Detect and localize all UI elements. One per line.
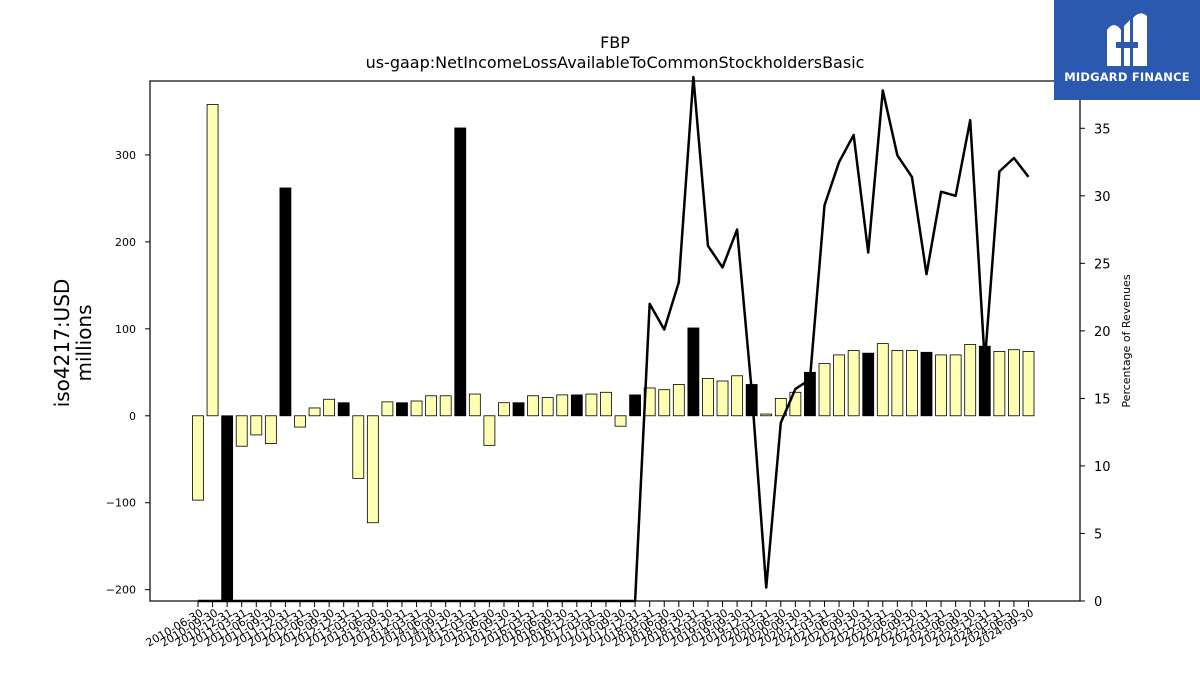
bar-2022-03-31 — [876, 343, 889, 417]
y-right-tick-label: 35 — [1094, 122, 1111, 137]
bar-2024-03-31 — [993, 351, 1006, 417]
bar-2023-09-30 — [964, 344, 977, 417]
bar-2011-06-30 — [250, 415, 263, 436]
bar-2019-06-30 — [716, 380, 729, 417]
bar-2015-12-31 — [512, 402, 525, 417]
bar-2021-09-30 — [847, 350, 860, 417]
bar-2014-06-30 — [425, 395, 438, 417]
chart-title: FBP — [600, 33, 630, 52]
bar-2012-06-30 — [308, 407, 321, 417]
bar-2023-06-30 — [949, 354, 962, 417]
bar-2019-09-30 — [731, 375, 743, 417]
bar-2017-09-30 — [614, 415, 627, 427]
y-tick-label: 100 — [115, 323, 136, 336]
bar-2010-12-31 — [221, 415, 234, 602]
bar-2010-06-30 — [192, 415, 204, 501]
bar-2017-03-31 — [585, 393, 598, 417]
midgard-logo-icon — [1107, 13, 1147, 66]
y-tick-label: 300 — [115, 149, 136, 162]
line-series — [198, 75, 1030, 603]
bar-2013-09-30 — [381, 401, 394, 417]
bar-2018-09-30 — [672, 384, 685, 417]
bar-2013-12-31 — [396, 402, 408, 417]
logo-text: MIDGARD FINANCE — [1064, 70, 1190, 84]
bar-2015-09-30 — [498, 402, 510, 417]
y-right-tick-label: 10 — [1094, 460, 1111, 475]
bar-2021-12-31 — [862, 352, 875, 417]
y-axis-right-label: Percentage of Revenues — [1120, 274, 1133, 407]
bar-2024-09-30 — [1022, 351, 1035, 417]
bar-2016-06-30 — [541, 397, 554, 417]
y-right-tick-label: 20 — [1094, 325, 1111, 340]
y-tick-label: 0 — [129, 410, 136, 423]
bar-2017-06-30 — [600, 391, 612, 417]
bar-2022-12-31 — [920, 351, 933, 417]
y-right-tick-label: 0 — [1094, 595, 1102, 610]
y-axis-label-line: iso4217:USD — [50, 279, 74, 408]
y-right-tick-label: 25 — [1094, 257, 1111, 272]
bar-2022-09-30 — [906, 350, 918, 417]
y-axis-right: 0 5 10 15 20 25 30 35 — [1080, 122, 1111, 610]
bar-2021-06-30 — [833, 354, 845, 417]
bar-2011-09-30 — [264, 415, 277, 445]
y-axis-label-line: millions — [72, 304, 96, 381]
x-axis: 2010-06-302010-09-302010-12-312011-03-31… — [144, 601, 1036, 650]
y-right-tick-label: 5 — [1094, 527, 1102, 542]
bar-2011-03-31 — [235, 415, 248, 447]
bar-2022-06-30 — [891, 350, 904, 417]
plot-frame — [149, 80, 1081, 602]
bar-2019-03-31 — [702, 377, 714, 417]
bar-2014-12-31 — [454, 127, 467, 417]
bar-2011-12-31 — [279, 187, 292, 417]
bar-2015-03-31 — [468, 393, 481, 417]
bar-2016-12-31 — [570, 394, 583, 417]
y-right-tick-label: 15 — [1094, 392, 1111, 407]
bar-2012-09-30 — [323, 398, 336, 417]
bar-series — [192, 104, 1035, 602]
bar-2013-03-31 — [352, 415, 365, 479]
y-axis-left: −200 −100 0 100 200 300 — [106, 149, 150, 597]
percentage-of-revenues-line — [198, 75, 1030, 603]
bar-2016-09-30 — [556, 394, 569, 417]
bar-2017-12-31 — [629, 394, 641, 417]
chart-subtitle: us-gaap:NetIncomeLossAvailableToCommonSt… — [366, 53, 865, 72]
bar-2016-03-31 — [527, 395, 540, 417]
y-tick-label: 200 — [115, 236, 136, 249]
bar-2021-03-31 — [818, 363, 831, 417]
y-tick-label: −200 — [106, 584, 136, 597]
bar-2012-12-31 — [337, 402, 350, 417]
y-right-tick-label: 30 — [1094, 190, 1111, 205]
y-tick-label: −100 — [106, 497, 136, 510]
bar-2012-03-31 — [294, 415, 306, 428]
bar-2015-06-30 — [483, 415, 496, 446]
midgard-finance-logo: MIDGARD FINANCE — [1054, 0, 1200, 100]
bar-2024-06-30 — [1008, 349, 1020, 417]
bar-2010-09-30 — [206, 104, 219, 417]
bar-2014-09-30 — [439, 395, 452, 417]
bar-2023-03-31 — [935, 354, 947, 417]
bar-2020-03-31 — [760, 413, 773, 417]
bar-2013-06-30 — [366, 415, 379, 524]
bar-2018-06-30 — [658, 389, 671, 417]
bar-2014-03-31 — [410, 400, 423, 417]
bar-2018-12-31 — [687, 327, 700, 417]
